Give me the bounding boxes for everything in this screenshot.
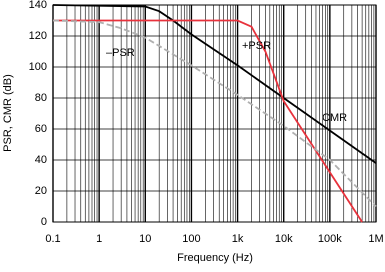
y-tick-label: 0 — [41, 216, 47, 228]
x-tick-label: 100k — [318, 233, 342, 245]
series-line — [53, 19, 363, 223]
x-tick-label: 1k — [232, 233, 244, 245]
x-tick-label: 100 — [182, 233, 200, 245]
x-tick-label: 0.1 — [45, 233, 60, 245]
y-tick-label: 100 — [29, 61, 47, 73]
y-tick-label: 80 — [35, 92, 47, 104]
y-tick-label: 20 — [35, 185, 47, 197]
x-axis-label: Frequency (Hz) — [177, 252, 253, 264]
x-tick-label: 1 — [96, 233, 102, 245]
y-axis-label: PSR, CMR (dB) — [2, 74, 14, 152]
series-label: CMR — [322, 112, 347, 124]
x-tick-label: 10k — [275, 233, 293, 245]
series-line — [52, 4, 377, 164]
x-tick-label: 10 — [139, 233, 151, 245]
series-label: +PSR — [242, 40, 271, 52]
series-label: –PSR — [106, 47, 135, 59]
y-tick-label: 120 — [29, 30, 47, 42]
series-line — [52, 19, 377, 208]
y-tick-label: 60 — [35, 123, 47, 135]
plot-frame — [52, 4, 377, 223]
x-tick-label: 1M — [368, 233, 383, 245]
y-tick-label: 40 — [35, 154, 47, 166]
y-tick-label: 140 — [29, 0, 47, 11]
